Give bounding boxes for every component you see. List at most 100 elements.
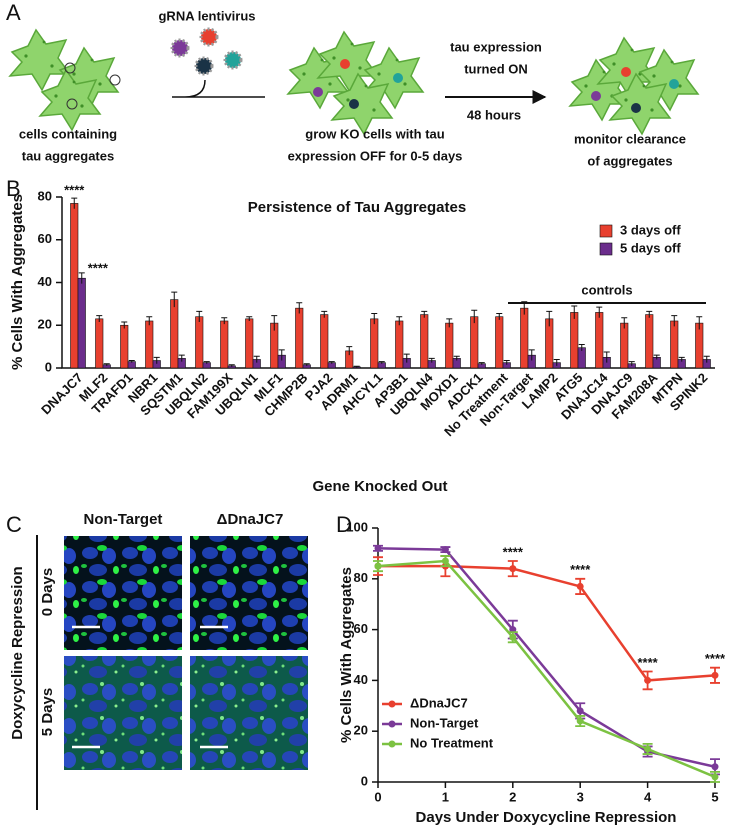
series-line <box>377 547 716 768</box>
y-tick-label: 0 <box>45 359 52 374</box>
point <box>644 745 652 753</box>
y-tick-label: 80 <box>38 188 52 203</box>
caption: cells containing <box>19 126 117 141</box>
point <box>374 562 382 570</box>
caption: expression OFF for 0-5 days <box>288 148 463 163</box>
caption: monitor clearance <box>574 131 686 146</box>
point <box>644 676 652 684</box>
y-tick-label: 20 <box>354 723 368 738</box>
bar <box>370 318 379 369</box>
y-tick-label: 60 <box>38 231 52 246</box>
bar <box>245 318 254 369</box>
point <box>576 707 584 715</box>
bar <box>420 314 429 369</box>
column-label: ΔDnaJC7 <box>217 511 284 528</box>
column-label: Non-Target <box>84 511 163 528</box>
point <box>509 565 517 573</box>
error-bar <box>303 363 310 366</box>
error-bar <box>196 310 203 323</box>
row-title: Doxycycline Repression <box>9 566 26 739</box>
error-bar <box>271 315 278 331</box>
bar <box>495 316 504 369</box>
error-bar <box>428 357 435 363</box>
y-tick-label: 80 <box>354 570 368 585</box>
error-bar <box>153 356 160 364</box>
series-line <box>378 564 716 682</box>
y-tick-label: 40 <box>38 274 52 289</box>
x-tick-label: 2 <box>509 789 516 804</box>
error-bar <box>471 309 478 324</box>
x-tick-label: 1 <box>442 789 449 804</box>
error-bar <box>246 316 253 321</box>
point <box>374 544 382 552</box>
error-bar <box>521 301 528 315</box>
error-bar <box>603 351 610 363</box>
error-bar <box>371 312 378 325</box>
group-label: controls <box>581 282 632 297</box>
chart-title: Persistence of Tau Aggregates <box>248 199 466 216</box>
image <box>190 656 308 770</box>
error-bar <box>403 353 410 363</box>
error-bar <box>628 361 635 366</box>
scale-bars <box>72 625 228 749</box>
error-bar <box>653 354 660 360</box>
error-bar <box>671 315 678 327</box>
y-tick-label: 0 <box>361 773 368 788</box>
image <box>190 536 308 650</box>
error-bar <box>353 365 360 368</box>
y-axis-label: % Cells With Aggregates <box>9 194 26 370</box>
error-bar <box>446 318 453 328</box>
error-bar <box>703 355 710 363</box>
cells-start <box>9 29 121 131</box>
caption: tau aggregates <box>22 148 114 163</box>
line-chart: D % Cells With Aggregates Days Under Dox… <box>336 512 715 826</box>
error-bar <box>346 346 353 356</box>
error-bar <box>121 321 128 329</box>
y-tick-label: 100 <box>346 519 368 534</box>
bar <box>170 299 179 369</box>
significance: **** <box>503 544 524 559</box>
panel-label: B <box>6 176 21 201</box>
bar <box>95 318 104 369</box>
legend-marker <box>388 740 396 748</box>
micrographs: C Non-Target ΔDnaJC7 0 Days 5 Days Doxyc… <box>6 511 308 810</box>
error-bar <box>678 356 685 362</box>
panel-label: A <box>6 0 21 25</box>
error-bar <box>278 349 285 361</box>
cells-end <box>569 37 699 135</box>
error-bar <box>221 317 228 325</box>
bar <box>445 322 454 369</box>
error-bar <box>571 305 578 319</box>
point <box>711 763 719 771</box>
error-bar <box>321 310 328 318</box>
x-axis-label: Gene Knocked Out <box>312 478 447 495</box>
error-bar <box>503 360 510 365</box>
error-bar <box>146 316 153 326</box>
error-bar <box>496 312 503 320</box>
bar <box>395 320 404 369</box>
bar <box>145 320 154 369</box>
x-tick-label: 5 <box>711 789 718 804</box>
point <box>711 773 719 781</box>
legend-label: 5 days off <box>620 240 681 255</box>
error-bar <box>378 361 385 364</box>
error-bar <box>478 362 485 365</box>
significance: **** <box>637 655 658 670</box>
error-bar <box>128 360 135 363</box>
y-tick-label: 60 <box>354 621 368 636</box>
x-tick-label: 3 <box>577 789 584 804</box>
image <box>64 656 182 770</box>
error-bar <box>546 310 553 327</box>
point <box>576 582 584 590</box>
error-bar <box>421 310 428 318</box>
error-bar <box>328 361 335 364</box>
image <box>64 536 182 650</box>
y-tick-label: 20 <box>38 317 52 332</box>
error-bar <box>78 272 85 284</box>
point <box>441 546 449 554</box>
legend-swatch <box>599 242 613 256</box>
error-bar <box>596 306 603 318</box>
point <box>576 717 584 725</box>
point <box>509 633 517 641</box>
